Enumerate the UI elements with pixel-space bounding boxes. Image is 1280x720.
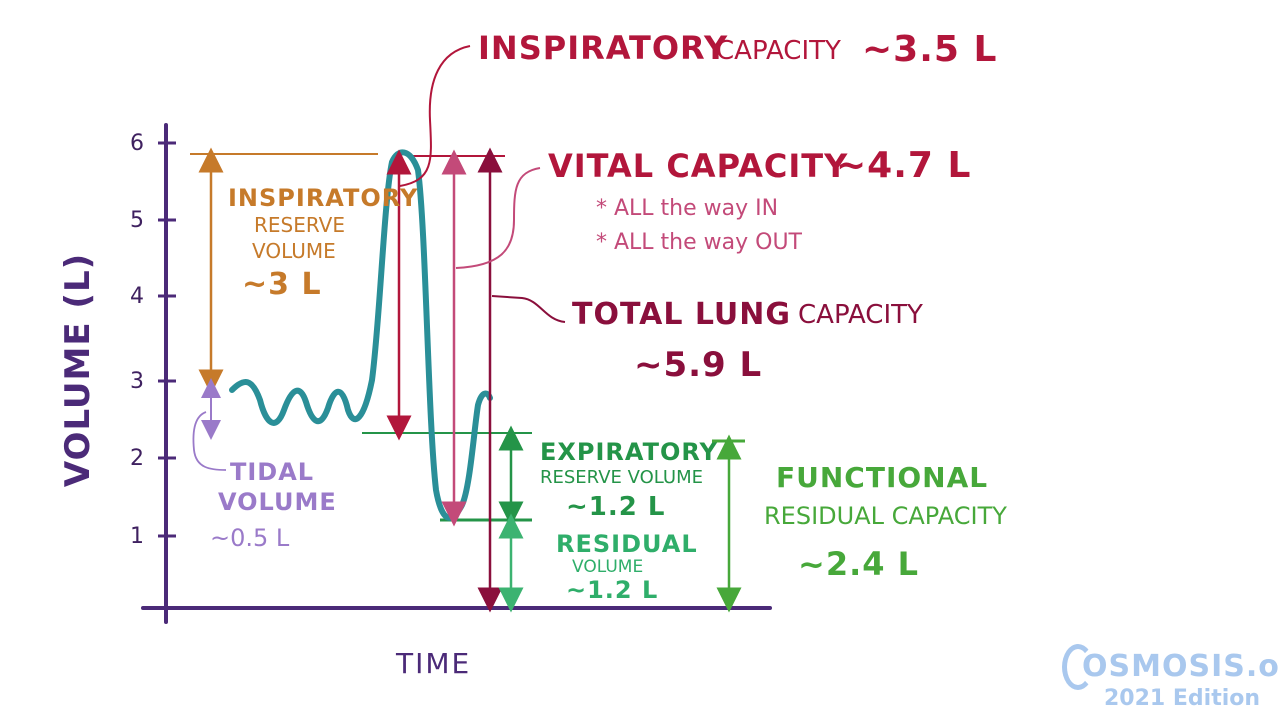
y-tick-4: 4 <box>130 284 144 309</box>
rv-value: ~1.2 L <box>566 576 659 604</box>
osmosis-brand: OSMOSIS.org <box>1082 649 1280 684</box>
frc-line2: RESIDUAL CAPACITY <box>764 502 1007 530</box>
y-tick-3: 3 <box>130 369 144 394</box>
irv-value: ~3 L <box>242 267 322 302</box>
vital-capacity-note-in: * ALL the way IN <box>596 196 779 221</box>
y-tick-6: 6 <box>130 131 144 156</box>
total-lung-capacity-sub: CAPACITY <box>798 300 923 330</box>
x-axis-title: TIME <box>396 647 472 680</box>
inspiratory-capacity-title: INSPIRATORY <box>478 29 729 67</box>
rv-line2: VOLUME <box>572 557 644 577</box>
vital-capacity-title: VITAL CAPACITY <box>548 147 849 185</box>
frc-line1: FUNCTIONAL <box>776 461 989 494</box>
tidal-line1: TIDAL <box>230 458 315 486</box>
inspiratory-capacity-sub: CAPACITY <box>716 36 841 66</box>
total-lung-capacity-title: TOTAL LUNG <box>572 297 792 332</box>
inspiratory-capacity-value: ~3.5 L <box>862 29 998 70</box>
osmosis-logo-icon <box>1062 644 1094 690</box>
rv-line1: RESIDUAL <box>556 530 698 558</box>
tlc-leader <box>491 295 566 323</box>
frc-value: ~2.4 L <box>798 545 920 583</box>
vital-capacity-note-out: * ALL the way OUT <box>596 230 802 255</box>
irv-line2: RESERVE <box>254 213 345 237</box>
y-tick-5: 5 <box>130 208 144 233</box>
vc-leader <box>455 167 541 269</box>
irv-line1: INSPIRATORY <box>228 184 419 212</box>
erv-line1: EXPIRATORY <box>540 438 718 466</box>
vital-capacity-value: ~4.7 L <box>836 145 972 186</box>
y-tick-1: 1 <box>130 524 144 549</box>
tidal-value: ~0.5 L <box>210 524 290 552</box>
tidal-leader <box>192 411 227 471</box>
y-axis-title: VOLUME (L) <box>58 252 98 488</box>
ic-leader <box>399 45 471 187</box>
tidal-line2: VOLUME <box>218 488 337 516</box>
y-tick-2: 2 <box>130 446 144 471</box>
erv-line2: RESERVE VOLUME <box>540 467 703 488</box>
y-axis-tick-marks <box>158 141 176 538</box>
osmosis-edition: 2021 Edition <box>1104 686 1261 711</box>
total-lung-capacity-value: ~5.9 L <box>634 345 763 385</box>
erv-value: ~1.2 L <box>566 492 666 522</box>
irv-line3: VOLUME <box>252 239 336 263</box>
